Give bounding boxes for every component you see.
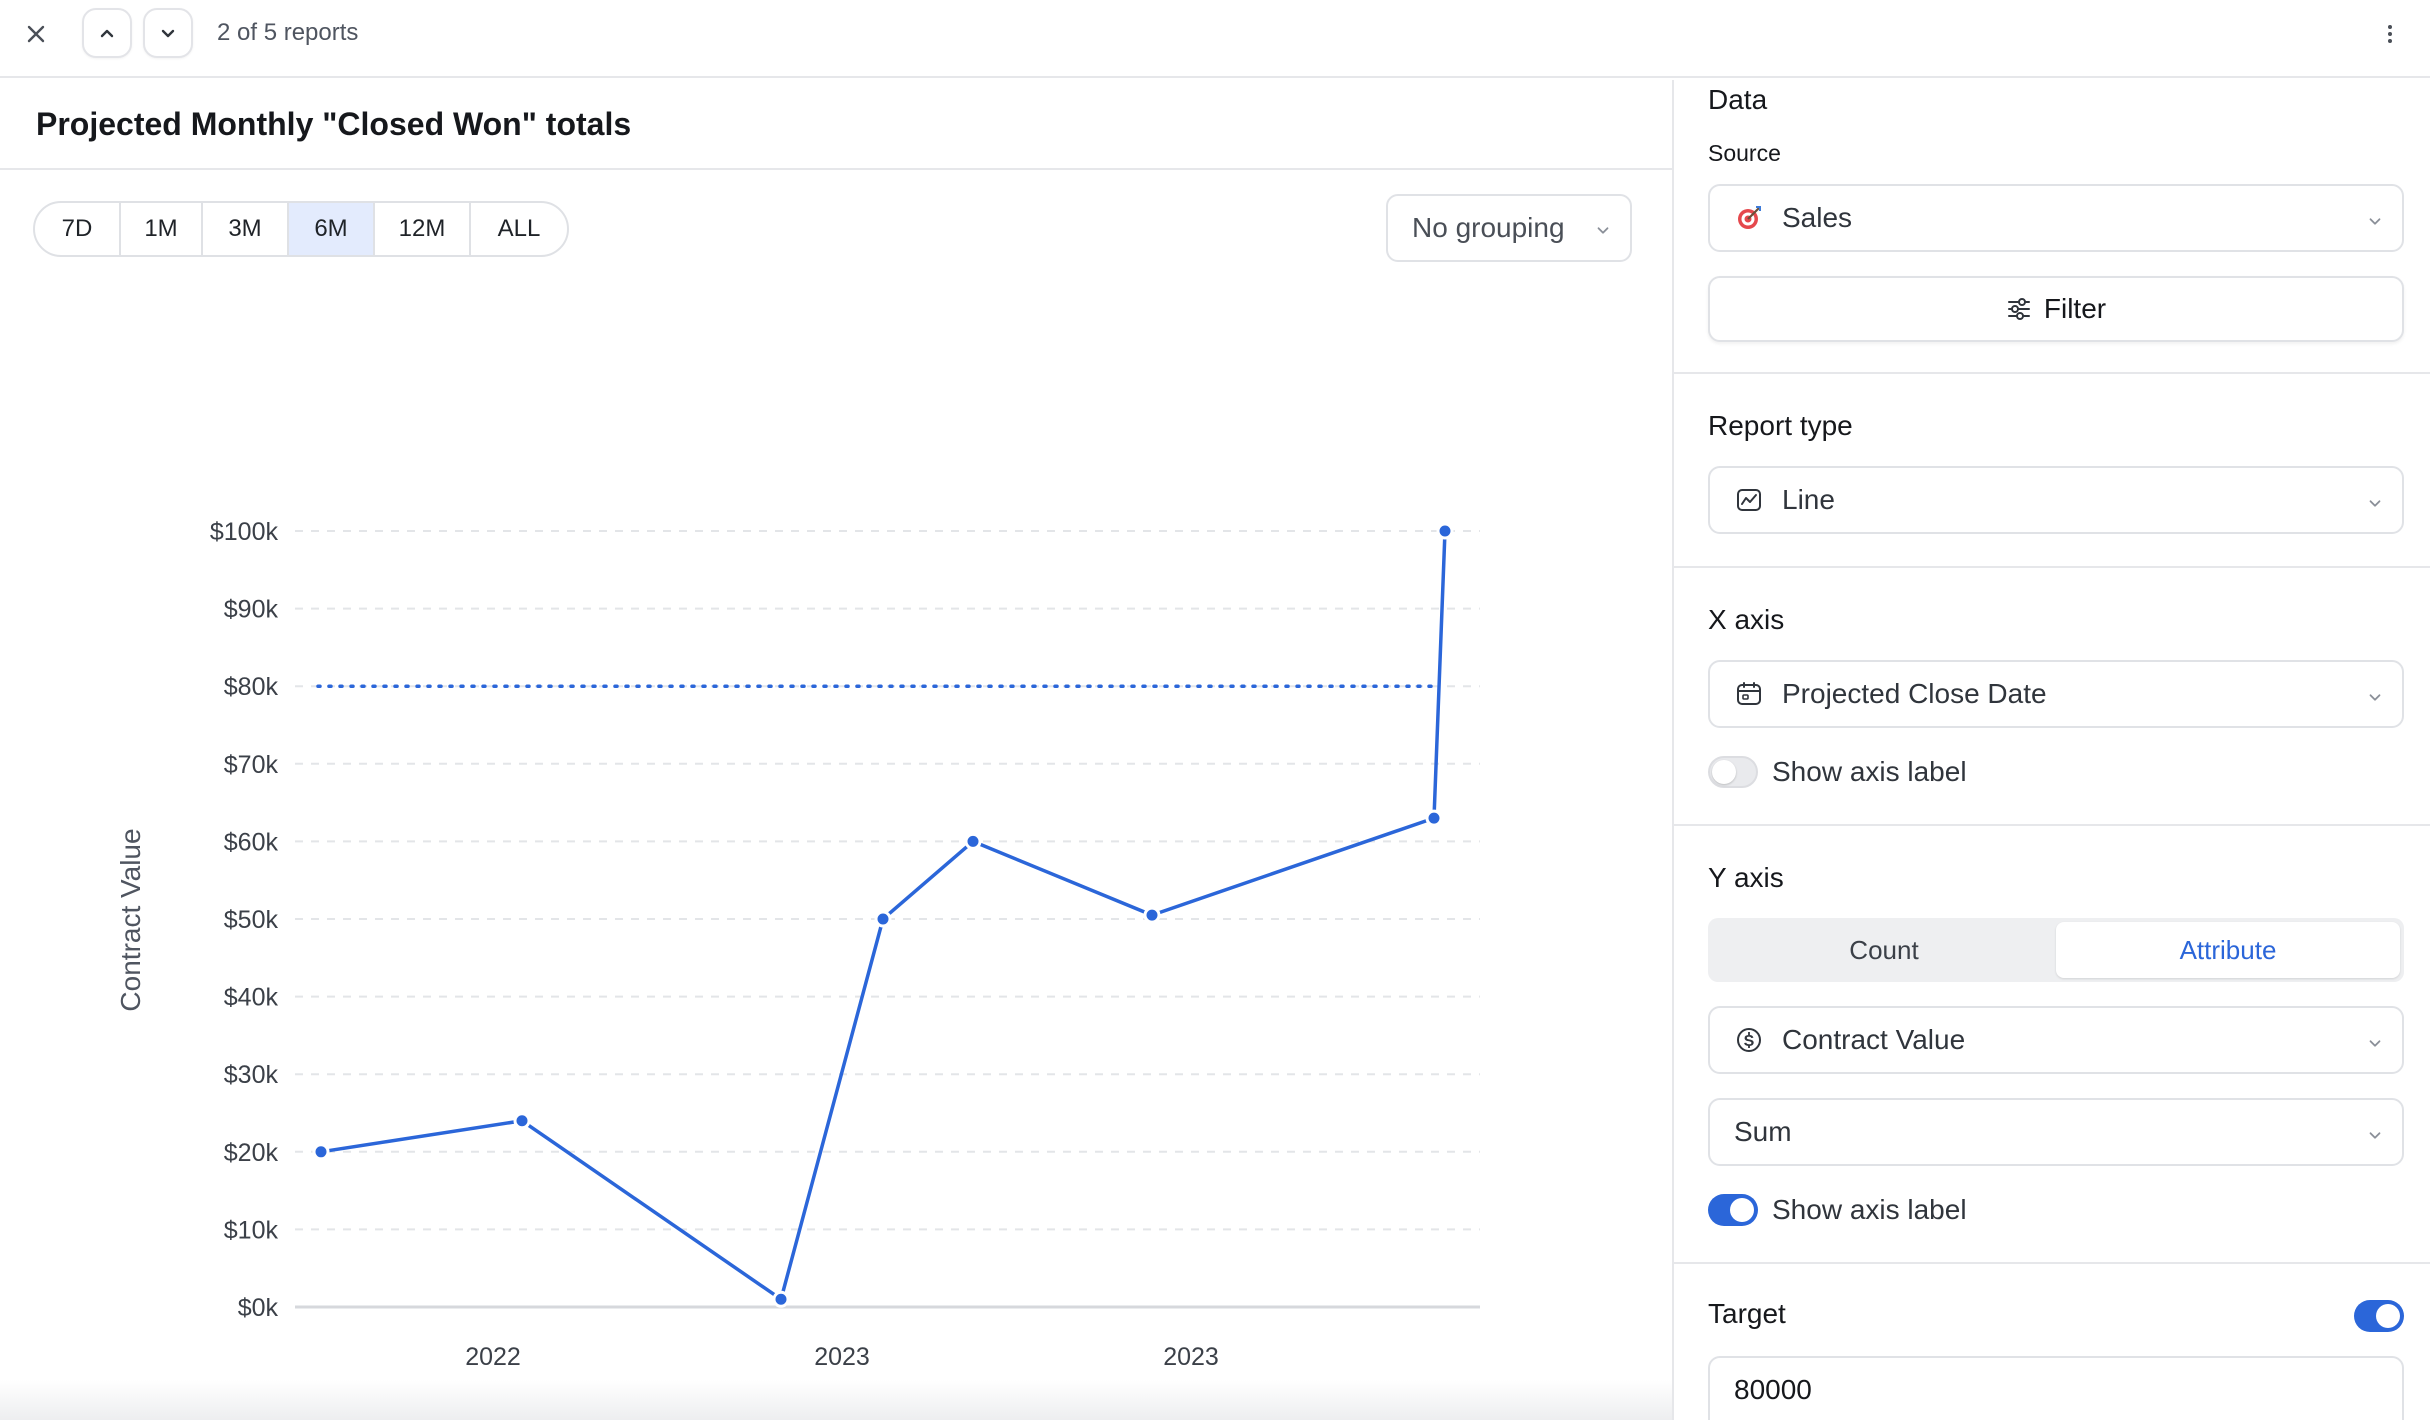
y-attribute-select[interactable]: S Contract Value [1708,1006,2404,1074]
report-type-select[interactable]: Line [1708,466,2404,534]
next-report-button[interactable] [143,8,193,58]
line-chart-icon [1732,483,1766,517]
close-button[interactable] [18,16,54,52]
y-attribute-value: Contract Value [1782,1024,1966,1055]
range-button-12m[interactable]: 12M [375,203,471,255]
range-button-3m[interactable]: 3M [203,203,289,255]
y-aggregation-value: Sum [1734,1116,1792,1147]
range-button-all[interactable]: ALL [497,215,541,242]
close-icon [27,25,45,43]
y-tick-label: $10k [224,1216,279,1244]
data-point[interactable] [772,1290,790,1308]
section-divider [1674,566,2430,568]
section-divider [1674,372,2430,374]
chevron-down-icon [2369,1040,2381,1047]
x-axis-label-toggle[interactable] [1708,756,1758,788]
source-label: Source [1708,140,1781,166]
y-axis-title: Y axis [1708,862,1784,893]
chevron-up-icon [100,29,114,38]
y-tick-label: $60k [224,828,279,856]
report-type-value: Line [1782,484,1835,515]
filter-label: Filter [2043,293,2107,324]
data-point[interactable] [312,1143,330,1161]
y-tick-label: $70k [224,751,279,779]
chevron-down-icon [2369,1132,2381,1139]
y-tick-label: $50k [224,906,279,934]
chevron-down-icon [1597,227,1609,234]
report-main: Projected Monthly "Closed Won" totals 7D… [0,80,1672,1420]
data-point[interactable] [1436,522,1454,540]
x-axis-title: X axis [1708,604,1785,635]
x-tick-label: 2023 [814,1343,870,1371]
data-point[interactable] [874,910,892,928]
section-divider [1674,1262,2430,1264]
y-tick-label: $0k [238,1294,279,1322]
target-value-input[interactable]: 80000 [1708,1356,2404,1420]
target-toggle[interactable] [2354,1300,2404,1332]
x-axis-select[interactable]: Projected Close Date [1708,660,2404,728]
section-divider [1674,824,2430,826]
y-axis-label-toggle-label: Show axis label [1772,1194,1967,1225]
y-axis-label: Contract Value [115,828,146,1011]
y-axis-label-toggle[interactable] [1708,1194,1758,1226]
source-value: Sales [1782,202,1853,233]
data-section-title: Data [1708,84,1768,115]
range-button-6m[interactable]: 6M [289,203,375,255]
top-bar: 2 of 5 reports [0,0,2430,78]
title-row: Projected Monthly "Closed Won" totals [0,80,1672,170]
range-button-7d[interactable]: 7D [35,203,121,255]
sliders-icon [2006,296,2032,322]
time-range-selector: 7D 1M 3M 6M 12M ALL [33,201,569,257]
toggle-knob [2376,1304,2400,1328]
data-point[interactable] [513,1112,531,1130]
report-position-text: 2 of 5 reports [217,19,359,46]
report-type-title: Report type [1708,410,1853,441]
grouping-select[interactable]: No grouping [1386,194,1632,262]
grouping-value: No grouping [1412,212,1565,243]
svg-text:S: S [1744,1033,1755,1050]
data-point[interactable] [1143,906,1161,924]
dollar-circle-icon: S [1732,1023,1766,1057]
line-chart: $0k $10k $20k $30k $40k $50k $60k $70k $80k $90k $… [115,518,1480,1371]
page-title: Projected Monthly "Closed Won" totals [36,106,632,142]
x-axis-value: Projected Close Date [1782,678,2047,709]
toggle-knob [1730,1198,1754,1222]
target-dart-icon [1732,201,1766,235]
calendar-icon [1732,677,1766,711]
y-mode-attribute-button[interactable]: Attribute [2056,922,2400,978]
more-vertical-icon [2388,25,2392,43]
settings-panel: Data Source Sales Filter Report type [1672,80,2430,1420]
y-mode-count-button[interactable]: Count [1849,934,1919,965]
bottom-fade [0,1380,1672,1420]
x-tick-label: 2023 [1163,1343,1219,1371]
source-select[interactable]: Sales [1708,184,2404,252]
x-tick-label: 2022 [465,1343,521,1371]
y-tick-label: $40k [224,984,279,1012]
more-options-button[interactable] [2376,14,2404,54]
target-title: Target [1708,1298,1786,1329]
series-line [320,530,1447,1301]
y-tick-label: $100k [210,518,279,546]
x-axis-label-toggle-label: Show axis label [1772,756,1967,787]
y-aggregation-select[interactable]: Sum [1708,1098,2404,1166]
data-point[interactable] [1425,809,1443,827]
y-tick-label: $90k [224,596,279,624]
y-tick-label: $80k [224,673,279,701]
chevron-down-icon [2369,500,2381,507]
chevron-down-icon [2369,218,2381,225]
previous-report-button[interactable] [82,8,132,58]
y-axis-mode-toggle: Count Attribute [1708,918,2404,982]
range-button-1m[interactable]: 1M [121,203,203,255]
chevron-down-icon [2369,694,2381,701]
chevron-down-icon [161,29,175,38]
data-point[interactable] [964,832,982,850]
toggle-knob [1712,760,1736,784]
y-tick-label: $20k [224,1139,279,1167]
y-tick-label: $30k [224,1061,279,1089]
filter-button[interactable]: Filter [1708,276,2404,342]
